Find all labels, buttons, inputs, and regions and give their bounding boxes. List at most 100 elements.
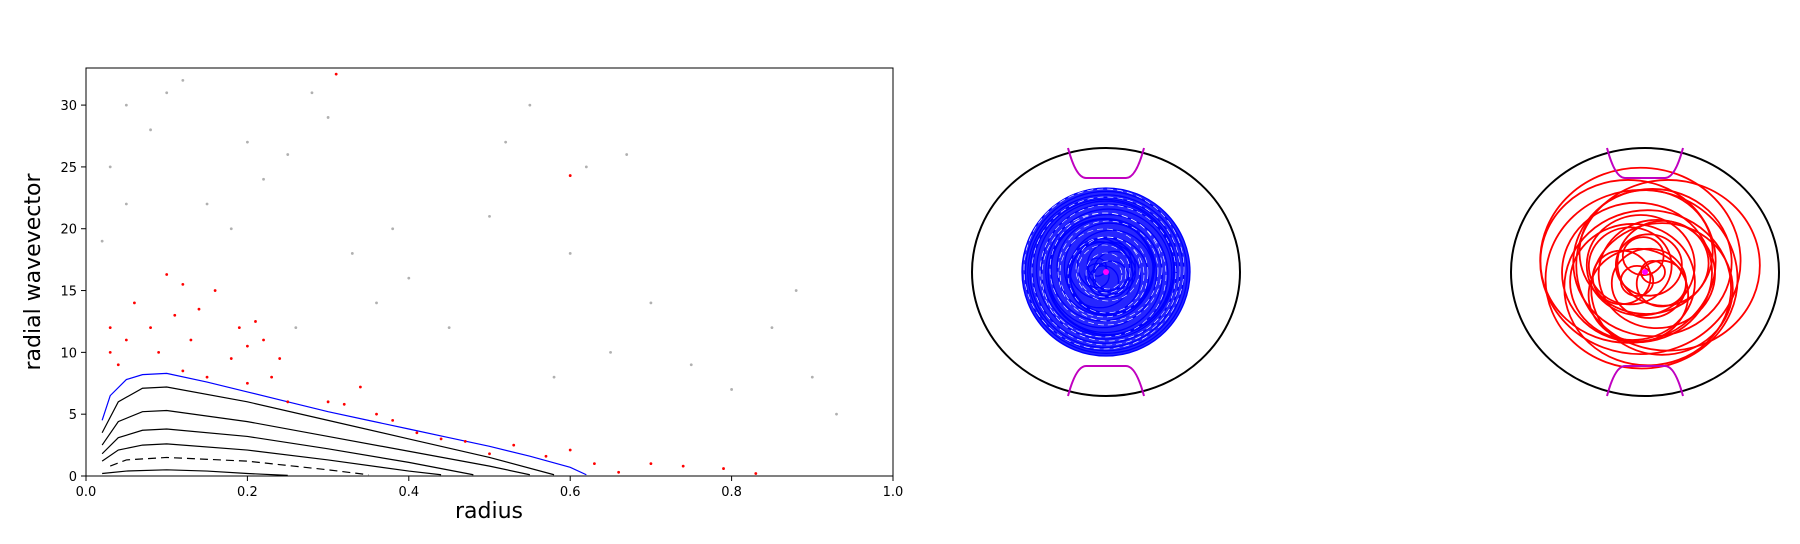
point — [689, 363, 693, 367]
trajectory-line — [101, 372, 587, 476]
point — [262, 177, 265, 181]
orbit — [1585, 214, 1696, 317]
point — [415, 431, 419, 435]
point — [181, 369, 185, 373]
point — [165, 273, 169, 276]
point — [205, 202, 209, 206]
orbit — [1077, 244, 1131, 298]
orbit — [1085, 252, 1127, 294]
point — [262, 338, 265, 342]
point — [157, 350, 161, 354]
point — [173, 313, 177, 317]
point — [609, 350, 612, 354]
center-marker — [1642, 269, 1648, 275]
point — [286, 400, 290, 404]
point — [124, 338, 128, 342]
point — [254, 320, 257, 323]
x-tick-label: 1.0 — [883, 485, 904, 500]
point — [512, 443, 516, 447]
orbit — [1539, 179, 1717, 344]
point — [375, 301, 378, 305]
orbit — [1621, 236, 1665, 276]
point — [488, 214, 491, 218]
point — [108, 165, 112, 169]
point — [504, 140, 508, 144]
orbit-panels — [971, 147, 1780, 397]
point — [149, 128, 152, 132]
trajectory-line — [101, 443, 442, 476]
point — [116, 363, 120, 367]
point — [229, 357, 233, 360]
orbit — [1614, 233, 1683, 297]
point — [350, 252, 354, 255]
point — [439, 437, 443, 441]
trajectory-line — [101, 428, 474, 476]
point — [593, 462, 596, 466]
trajectory-line — [109, 456, 369, 476]
point — [100, 239, 104, 243]
orbit — [1569, 223, 1696, 341]
center-marker — [1103, 269, 1109, 275]
point — [810, 375, 814, 379]
point — [617, 470, 621, 474]
point — [391, 227, 395, 231]
x-tick-label: 0.8 — [721, 485, 742, 500]
point — [835, 412, 838, 416]
point — [310, 91, 314, 95]
point — [334, 72, 338, 76]
point — [229, 227, 233, 231]
orbit — [1539, 166, 1742, 356]
plot-frame — [85, 67, 894, 477]
point — [189, 338, 193, 342]
point — [181, 282, 185, 286]
point — [568, 252, 572, 255]
orbit — [1031, 196, 1181, 346]
point — [213, 289, 217, 292]
y-tick-label: 25 — [60, 161, 77, 176]
x-tick-label: 0.4 — [398, 485, 419, 500]
x-tick-label: 0.6 — [560, 485, 581, 500]
point — [108, 350, 112, 354]
orbit — [1049, 212, 1163, 326]
point — [358, 385, 362, 389]
point — [108, 326, 112, 330]
orbit — [1590, 222, 1734, 356]
point — [463, 439, 467, 443]
coil — [1606, 365, 1684, 397]
point — [124, 103, 128, 107]
point — [544, 454, 548, 458]
x-axis-label: radius — [455, 499, 523, 524]
y-tick-label: 15 — [60, 285, 77, 300]
point — [326, 116, 330, 119]
orbit — [1059, 228, 1149, 318]
coil — [1067, 365, 1145, 397]
orbit — [1023, 188, 1185, 350]
point — [294, 326, 298, 330]
orbit — [1572, 188, 1733, 338]
point — [165, 91, 169, 95]
point — [246, 344, 249, 348]
point — [730, 388, 733, 391]
point — [197, 307, 201, 311]
coil — [1606, 147, 1684, 179]
trajectory-line — [102, 469, 288, 476]
point — [568, 448, 572, 452]
point — [625, 153, 629, 156]
point — [237, 326, 241, 330]
point — [246, 140, 249, 144]
coil — [1067, 147, 1145, 179]
orbit — [1067, 236, 1145, 314]
y-tick-label: 20 — [60, 223, 77, 238]
y-tick-label: 0 — [69, 470, 77, 485]
point — [794, 289, 798, 292]
point — [278, 357, 282, 360]
point — [681, 464, 685, 468]
vessel — [1510, 147, 1780, 397]
orbit — [1587, 226, 1673, 306]
point — [754, 472, 758, 475]
point — [407, 276, 411, 280]
point — [205, 375, 209, 379]
point — [447, 326, 451, 330]
point — [326, 400, 330, 404]
point — [488, 452, 491, 456]
